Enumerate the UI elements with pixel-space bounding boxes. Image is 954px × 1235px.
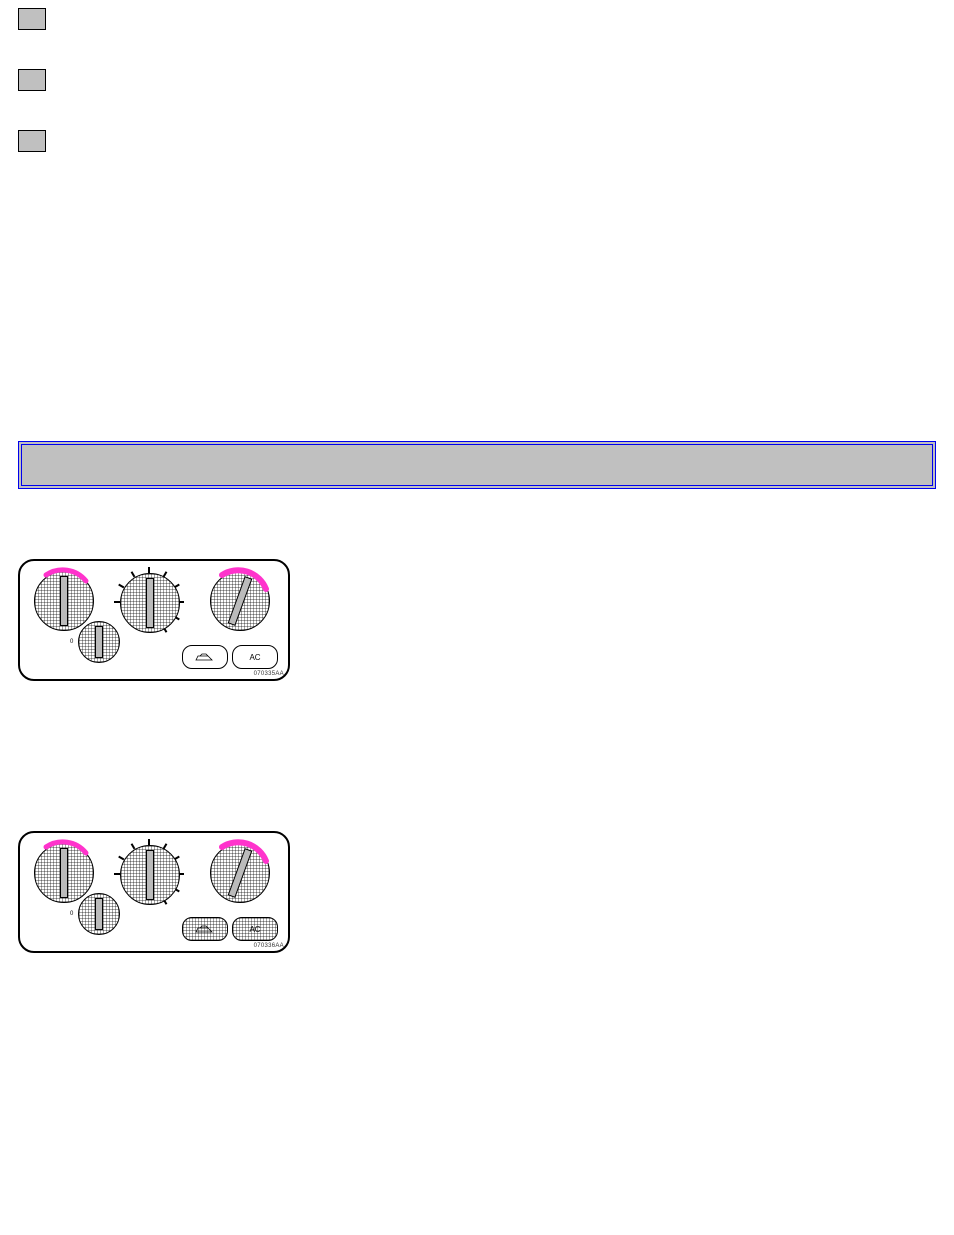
ac-button-label: AC bbox=[249, 925, 260, 934]
temperature-knob[interactable] bbox=[210, 843, 270, 903]
hvac-control-panel-b: 0 AC 070336AA bbox=[18, 831, 290, 953]
mode-select-knob[interactable] bbox=[120, 845, 180, 905]
temp-knob-indicator bbox=[228, 848, 253, 898]
panel-spacer bbox=[18, 721, 936, 831]
car-recirc-icon bbox=[194, 652, 216, 662]
fan-knob-indicator bbox=[60, 576, 68, 626]
mode-select-knob[interactable] bbox=[120, 573, 180, 633]
nav-box-wrap-2 bbox=[18, 69, 936, 130]
recirc-knob-indicator bbox=[95, 626, 103, 658]
part-number-label: 070336AA bbox=[254, 943, 284, 949]
fan-speed-knob[interactable] bbox=[34, 571, 94, 631]
part-number-label: 070335AA bbox=[254, 671, 284, 677]
mode-knob-indicator bbox=[146, 850, 154, 900]
document-page: 0 AC 070335AA bbox=[0, 0, 954, 1033]
section-banner bbox=[18, 441, 936, 489]
recirculation-knob[interactable] bbox=[78, 621, 120, 663]
ac-button[interactable]: AC bbox=[232, 917, 278, 941]
recirc-zero-label: 0 bbox=[70, 911, 73, 917]
nav-box-3[interactable] bbox=[18, 130, 46, 152]
recirculation-knob[interactable] bbox=[78, 893, 120, 935]
nav-box-1[interactable] bbox=[18, 8, 46, 30]
fan-knob-indicator bbox=[60, 848, 68, 898]
recirculate-button[interactable] bbox=[182, 645, 228, 669]
nav-box-wrap-3 bbox=[18, 130, 936, 191]
temperature-knob[interactable] bbox=[210, 571, 270, 631]
recirculate-button[interactable] bbox=[182, 917, 228, 941]
mode-knob-indicator bbox=[146, 578, 154, 628]
hvac-control-panel-a: 0 AC 070335AA bbox=[18, 559, 290, 681]
ac-button-label: AC bbox=[249, 653, 260, 662]
nav-box-wrap-1 bbox=[18, 8, 936, 69]
temp-knob-indicator bbox=[228, 576, 253, 626]
nav-box-2[interactable] bbox=[18, 69, 46, 91]
car-recirc-icon bbox=[194, 924, 216, 934]
ac-button[interactable]: AC bbox=[232, 645, 278, 669]
recirc-knob-indicator bbox=[95, 898, 103, 930]
fan-speed-knob[interactable] bbox=[34, 843, 94, 903]
recirc-zero-label: 0 bbox=[70, 639, 73, 645]
